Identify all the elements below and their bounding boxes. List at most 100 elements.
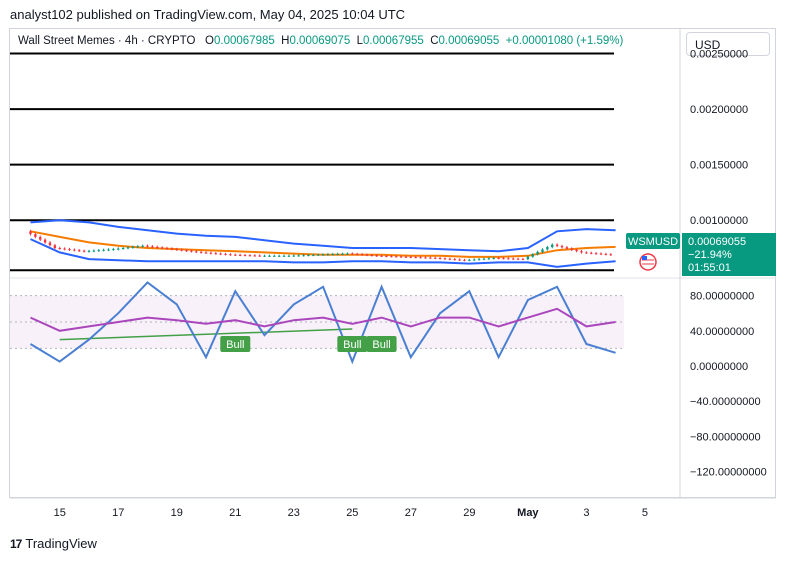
candle-body — [575, 249, 578, 252]
symbol-tag-bg — [626, 233, 680, 249]
candle-body — [468, 259, 471, 261]
time-axis-label: 5 — [642, 507, 648, 519]
bull-annotation-bg — [337, 336, 368, 352]
time-axis-label: 27 — [405, 507, 417, 519]
oscillator-pane: 80.00000000 40.00000000 0.00000000 −40.0000… — [10, 281, 767, 479]
candle-body — [375, 255, 378, 257]
price-axis-label: 0.00250000 — [690, 49, 748, 61]
candle-body — [316, 254, 320, 256]
candle-body — [92, 250, 96, 252]
candle-body — [312, 254, 315, 256]
candle-body — [385, 255, 388, 257]
candle-body — [112, 249, 115, 251]
candle-body — [282, 255, 286, 257]
candle-body — [609, 254, 612, 256]
candle-body — [214, 253, 217, 255]
candle-body — [117, 248, 120, 250]
candle-body — [258, 255, 261, 257]
currency-button[interactable]: USD — [686, 32, 770, 56]
candle-body — [404, 256, 408, 258]
candle-body — [448, 258, 452, 260]
oscillator-axis-label: 40.00000000 — [690, 326, 754, 338]
candle-body — [453, 259, 456, 261]
candle-body — [414, 257, 417, 259]
tradingview-footer[interactable]: 17 TradingView — [10, 536, 97, 551]
symbol-title[interactable]: Wall Street Memes · 4h · CRYPTO — [18, 35, 196, 47]
oscillator-axis-label: −120.00000000 — [690, 467, 767, 479]
candle-body — [487, 258, 491, 260]
series-basis — [30, 230, 616, 258]
candle-body — [131, 246, 135, 248]
low-value: 0.00067955 — [363, 35, 424, 47]
candle-body — [68, 249, 71, 251]
high-label: H — [281, 35, 290, 47]
oscillator-axis-label: −80.00000000 — [690, 431, 761, 443]
candle-body — [497, 258, 500, 259]
candle-body — [180, 249, 183, 251]
candle-body — [39, 236, 42, 240]
candle-body — [29, 231, 32, 235]
candle-body — [536, 251, 539, 255]
candle-body — [204, 252, 208, 254]
candle-body — [78, 250, 81, 252]
series-bollinger-lower — [30, 238, 616, 268]
candle-body — [604, 253, 608, 255]
bull-annotation: Bull — [343, 339, 361, 351]
candle-body — [395, 256, 398, 258]
price-tag: WSMUSD 0.00069055 −21.94% 01:55:01 — [626, 233, 776, 276]
candle-body — [141, 245, 144, 247]
candle-body — [53, 245, 57, 248]
candle-body — [341, 253, 344, 255]
candle-body — [321, 254, 325, 256]
candle-body — [102, 249, 105, 251]
candle-body — [516, 258, 520, 260]
candle-body — [73, 249, 76, 251]
candle-body — [87, 250, 91, 252]
ohlc-legend: Wall Street Memes · 4h · CRYPTO O0.00067… — [18, 35, 623, 47]
candle-body — [160, 247, 164, 249]
candle-body — [434, 257, 437, 259]
price-tag-change: −21.94% — [688, 249, 732, 261]
change-value: +0.00001080 (+1.59%) — [505, 35, 624, 47]
candle-body — [360, 254, 364, 256]
candle-body — [234, 254, 237, 256]
candle-body — [570, 248, 573, 250]
time-axis-label: 25 — [346, 507, 358, 519]
series-bollinger-upper — [30, 219, 616, 253]
candle-body — [273, 255, 276, 257]
oscillator-axis-label: −40.00000000 — [690, 396, 761, 408]
candle-body — [185, 250, 188, 252]
candle-body — [599, 253, 603, 255]
candle-body — [526, 256, 530, 260]
tradingview-brand: TradingView — [25, 536, 97, 551]
candle-body — [590, 252, 593, 254]
candle-body — [195, 251, 198, 253]
open-value: 0.00067985 — [214, 35, 275, 47]
candle-body — [209, 252, 213, 254]
candle-body — [580, 251, 583, 253]
candle-body — [551, 244, 554, 248]
candle-body — [229, 254, 232, 256]
candle-body — [546, 247, 549, 250]
candle-body — [331, 254, 335, 256]
candle-body — [326, 254, 330, 256]
candle-body — [219, 253, 222, 255]
candle-body — [502, 258, 505, 260]
candle-body — [268, 255, 271, 257]
oscillator-axis-label: 80.00000000 — [690, 291, 754, 303]
candle-body — [507, 258, 510, 260]
price-tag-countdown: 01:55:01 — [688, 262, 731, 274]
price-pane: 0.00250000 0.00200000 0.00150000 0.00100000 — [10, 49, 748, 272]
candle-body — [409, 256, 413, 258]
candle-body — [136, 246, 139, 248]
candle-body — [443, 258, 447, 260]
series-stochastic — [29, 281, 616, 365]
time-axis-label: May — [517, 507, 539, 519]
candle-body — [351, 253, 354, 255]
candle-body — [238, 254, 242, 256]
candle-body — [121, 248, 125, 249]
price-tag-bg — [682, 233, 776, 276]
candle-body — [541, 249, 544, 252]
time-axis: 15 17 19 21 23 25 27 29 May 3 5 — [54, 507, 648, 519]
